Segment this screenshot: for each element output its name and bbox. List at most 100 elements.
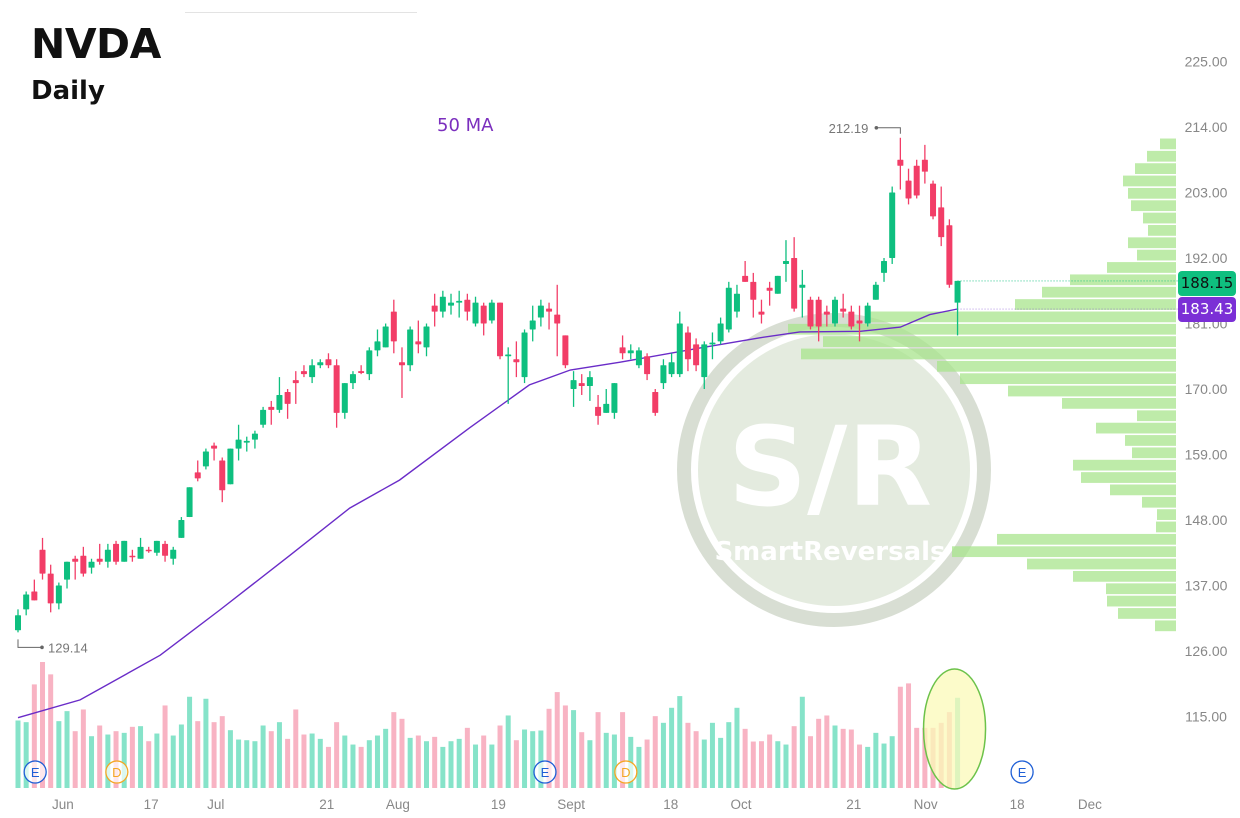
- candle: [635, 347, 642, 369]
- dividend-event-marker[interactable]: D: [105, 760, 129, 784]
- volume-bar: [701, 739, 707, 788]
- candle-body: [448, 302, 455, 306]
- candle: [611, 383, 618, 419]
- y-tick-label: 126.00: [1185, 643, 1228, 659]
- volume-bar: [505, 715, 511, 788]
- candle: [938, 186, 945, 247]
- candle: [586, 371, 593, 401]
- candle: [766, 281, 773, 306]
- candle: [905, 168, 912, 205]
- volume-bar: [40, 662, 46, 788]
- volume-bar: [80, 709, 86, 788]
- candle-body: [431, 305, 438, 312]
- volume-profile-bar: [1008, 385, 1176, 397]
- y-tick-label: 137.00: [1185, 578, 1228, 594]
- candle-body: [529, 320, 536, 330]
- volume-bar: [415, 735, 421, 788]
- candle: [88, 558, 95, 574]
- candle-body: [611, 383, 618, 413]
- volume-bar: [620, 712, 626, 788]
- candle-body: [537, 305, 544, 318]
- volume-bar: [350, 744, 356, 788]
- candle-body: [791, 258, 798, 309]
- candle-body: [619, 347, 626, 354]
- candle: [153, 540, 160, 556]
- volume-profile-bar: [1131, 200, 1176, 212]
- candle-body: [137, 546, 144, 559]
- candle-body: [872, 284, 879, 300]
- candle: [137, 537, 144, 559]
- volume-profile-bar: [1156, 521, 1176, 533]
- candle: [358, 365, 365, 375]
- candle: [930, 180, 937, 220]
- candle: [578, 374, 585, 395]
- candle: [513, 341, 520, 378]
- candle: [595, 394, 602, 425]
- volume-bar: [685, 722, 691, 788]
- candle-body: [758, 311, 765, 315]
- candle-body: [954, 280, 961, 303]
- candle: [644, 353, 651, 381]
- earnings-event-marker[interactable]: E: [1010, 760, 1034, 784]
- volume-bar: [211, 722, 217, 788]
- volume-bar: [383, 728, 389, 788]
- volume-bar: [219, 716, 225, 788]
- volume-bar: [652, 716, 658, 788]
- candle-body: [145, 549, 152, 552]
- x-tick-label: Nov: [914, 797, 938, 812]
- candle: [889, 186, 896, 264]
- candle: [464, 293, 471, 321]
- candle: [529, 305, 536, 342]
- volume-bar: [660, 722, 666, 788]
- candle-body: [129, 555, 136, 558]
- candle-body: [162, 543, 169, 556]
- volume-bar: [366, 740, 372, 788]
- candle: [55, 582, 62, 610]
- volume-bar: [121, 732, 127, 788]
- candle: [300, 365, 307, 378]
- candle-body: [415, 341, 422, 345]
- candle-body: [153, 540, 160, 553]
- candle: [799, 269, 806, 318]
- x-tick-label: Jul: [207, 797, 224, 812]
- candle-body: [260, 409, 267, 425]
- candle: [774, 275, 781, 294]
- volume-profile-bar: [1110, 484, 1176, 496]
- candle-body: [595, 406, 602, 416]
- candle-body: [178, 520, 185, 538]
- volume-bar: [783, 744, 789, 788]
- candle: [268, 400, 275, 425]
- candle-body: [349, 374, 356, 384]
- volume-bar: [906, 683, 912, 788]
- candle-body: [766, 287, 773, 291]
- candle-body: [292, 380, 299, 384]
- candle: [619, 335, 626, 360]
- volume-profile-bar: [1106, 583, 1176, 595]
- candle-body: [701, 344, 708, 378]
- candle: [15, 609, 21, 633]
- volume-profile-bar: [1128, 237, 1176, 249]
- volume-bar: [693, 731, 699, 788]
- candle-body: [603, 403, 610, 413]
- volume-profile-bar: [1073, 571, 1176, 582]
- volume-bar: [15, 720, 21, 788]
- volume-bar: [522, 729, 528, 788]
- volume-bar: [857, 744, 863, 788]
- candle: [382, 323, 389, 348]
- candle: [505, 347, 512, 404]
- earnings-event-marker[interactable]: E: [533, 760, 557, 784]
- volume-bar: [603, 732, 609, 788]
- candle-body: [627, 350, 634, 354]
- earnings-event-marker[interactable]: E: [23, 760, 47, 784]
- candle: [546, 302, 553, 330]
- volume-profile-bar: [1157, 509, 1176, 520]
- candle-body: [717, 323, 724, 342]
- candle-body: [251, 433, 258, 440]
- volume-bar: [897, 686, 903, 788]
- candle-body: [881, 260, 888, 273]
- candle-body: [300, 371, 307, 375]
- volume-bar: [31, 684, 37, 788]
- dividend-event-marker[interactable]: D: [614, 760, 638, 784]
- volume-bar: [129, 726, 135, 788]
